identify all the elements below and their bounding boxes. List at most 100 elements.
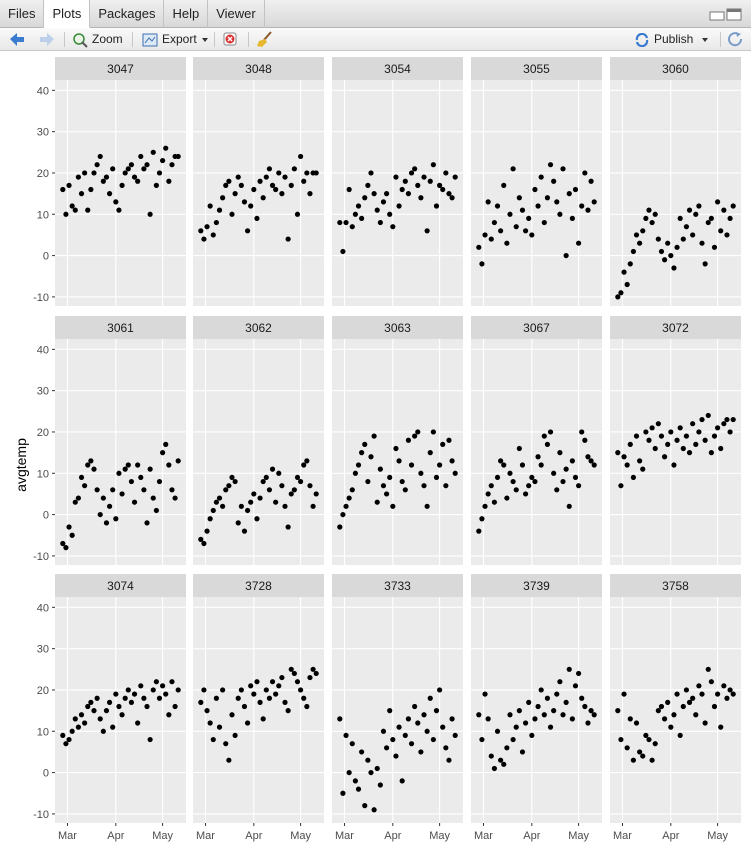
back-button[interactable] [8, 31, 26, 48]
point [637, 240, 643, 246]
point [163, 441, 169, 447]
point [220, 687, 226, 693]
x-tick-label: May [152, 830, 173, 842]
export-button[interactable]: Export [142, 31, 209, 48]
point [269, 466, 276, 472]
point [680, 236, 686, 242]
point [627, 261, 633, 267]
point [116, 470, 122, 476]
point [371, 433, 377, 439]
point [377, 782, 383, 788]
tab[interactable]: Help [164, 0, 209, 28]
point [624, 281, 630, 288]
point [402, 732, 408, 739]
point [390, 736, 396, 743]
point [235, 695, 241, 701]
point [702, 261, 708, 267]
x-tick-label: Apr [662, 830, 679, 842]
panel-background [193, 597, 324, 823]
point [646, 207, 652, 213]
point [210, 507, 216, 514]
point [433, 203, 440, 209]
point [501, 761, 507, 767]
point [510, 478, 516, 485]
point [652, 445, 658, 452]
point [97, 716, 103, 722]
point [643, 215, 649, 222]
facet-strip [332, 574, 463, 597]
tab[interactable]: Plots [44, 0, 91, 28]
point [60, 540, 66, 547]
point [671, 462, 677, 468]
point [156, 170, 163, 176]
point [476, 244, 482, 250]
point [683, 433, 690, 439]
point [563, 252, 569, 259]
point [251, 691, 257, 697]
point [630, 757, 636, 763]
point [238, 182, 244, 188]
point [241, 528, 248, 534]
point [374, 207, 380, 213]
point [260, 195, 266, 201]
point [412, 703, 418, 710]
point [443, 170, 449, 176]
point [402, 178, 408, 184]
zoom-button[interactable]: Zoom [72, 31, 123, 48]
point [285, 708, 291, 714]
point [103, 708, 110, 714]
panel-background [55, 597, 186, 823]
tab[interactable]: Viewer [208, 0, 265, 28]
point [551, 470, 557, 476]
point [248, 499, 254, 505]
point [346, 186, 352, 193]
point [588, 178, 594, 184]
point [572, 683, 579, 689]
point [153, 507, 159, 514]
point [452, 732, 458, 739]
separator [132, 32, 133, 47]
forward-button[interactable] [38, 31, 56, 48]
point [288, 491, 294, 497]
point [677, 215, 683, 222]
point [686, 207, 693, 213]
point [150, 687, 156, 693]
point [427, 450, 433, 456]
point [482, 503, 488, 509]
facet-chart: avgtemp 3047 -10 0 10 20 30 40 3048 3054 3055 3060… [0, 51, 751, 846]
point [519, 207, 526, 213]
point [399, 478, 405, 485]
refresh-button[interactable] [727, 31, 745, 48]
clear-plots-button[interactable] [256, 31, 274, 48]
point [204, 708, 210, 714]
point [291, 670, 297, 677]
point [576, 240, 582, 246]
point [125, 166, 131, 172]
window-controls[interactable] [709, 8, 743, 22]
tab[interactable]: Packages [90, 0, 165, 28]
point [294, 474, 301, 481]
point [263, 474, 269, 481]
point [566, 191, 572, 197]
publish-button[interactable]: Publish [634, 31, 711, 48]
point [150, 495, 156, 501]
point [257, 178, 263, 184]
point [690, 232, 696, 238]
point [343, 732, 349, 739]
facet-label: 3062 [245, 321, 272, 335]
point [396, 724, 402, 730]
facet-label: 3055 [523, 62, 550, 76]
remove-plot-button[interactable] [222, 31, 240, 48]
point [643, 732, 649, 739]
x-tick-label: Apr [245, 830, 262, 842]
facet-label: 3728 [245, 579, 272, 593]
point [88, 458, 94, 464]
point [516, 445, 522, 452]
point [683, 224, 690, 230]
panel-background [471, 597, 602, 823]
point [683, 687, 690, 693]
point [229, 474, 235, 481]
facet-label: 3072 [662, 321, 689, 335]
point [380, 728, 387, 734]
tab[interactable]: Files [0, 0, 45, 28]
